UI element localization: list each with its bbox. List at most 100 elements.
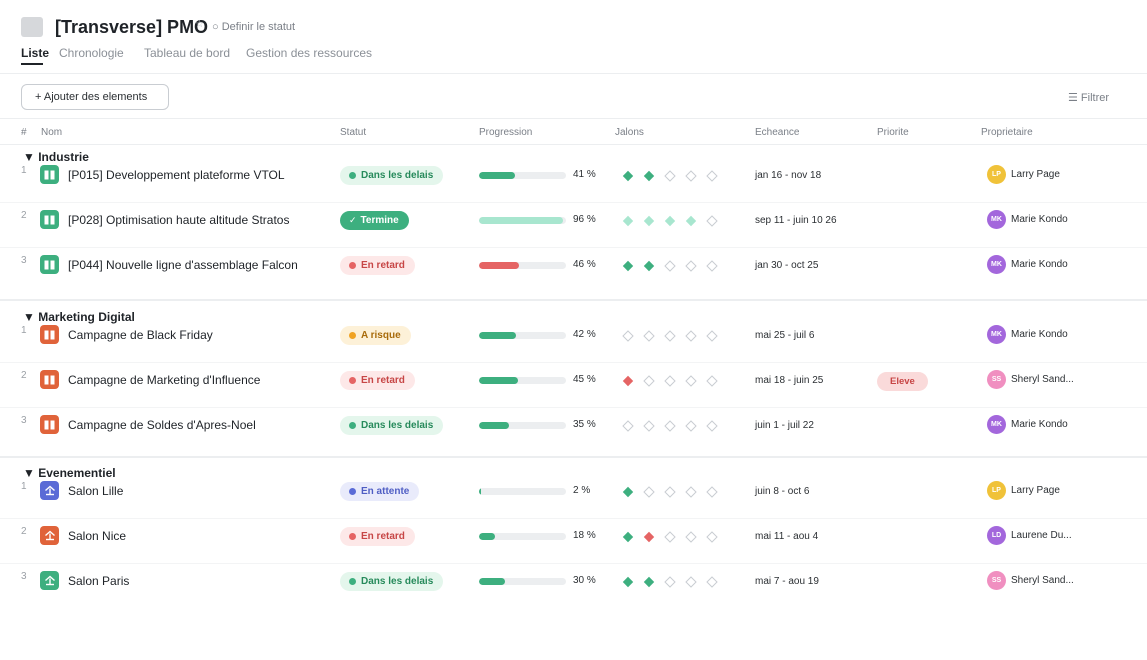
- milestone-empty-diamond-icon[interactable]: [664, 374, 676, 387]
- status-badge[interactable]: En retard: [340, 371, 415, 390]
- owner[interactable]: MK Marie Kondo: [987, 325, 1068, 344]
- table-row[interactable]: 2 Campagne de Marketing d'Influence En ret…: [0, 363, 1147, 408]
- milestone-empty-diamond-icon[interactable]: [664, 530, 676, 543]
- group-header[interactable]: ▼ Marketing Digital: [23, 310, 135, 324]
- milestone-diamond-icon[interactable]: [643, 575, 655, 588]
- status-badge[interactable]: En attente: [340, 482, 420, 501]
- milestone-diamond-icon[interactable]: [622, 259, 634, 272]
- status-badge[interactable]: ✓ Termine: [340, 211, 409, 230]
- table-row[interactable]: 2 [P028] Optimisation haute altitude Stra…: [0, 203, 1147, 248]
- row-name[interactable]: [P044] Nouvelle ligne d'assemblage Falco…: [68, 258, 298, 272]
- row-name[interactable]: Salon Nice: [68, 529, 127, 543]
- owner[interactable]: LP Larry Page: [987, 481, 1060, 500]
- milestone-diamond-icon[interactable]: [622, 485, 634, 498]
- col-header-milestones[interactable]: Jalons: [615, 127, 644, 138]
- milestone-empty-diamond-icon[interactable]: [643, 374, 655, 387]
- milestone-diamond-icon[interactable]: [643, 530, 655, 543]
- milestone-empty-diamond-icon[interactable]: [664, 419, 676, 432]
- status-badge[interactable]: En retard: [340, 256, 415, 275]
- milestone-empty-diamond-icon[interactable]: [685, 169, 697, 182]
- owner[interactable]: MK Marie Kondo: [987, 415, 1068, 434]
- milestone-empty-diamond-icon[interactable]: [685, 374, 697, 387]
- milestone-empty-diamond-icon[interactable]: [706, 374, 718, 387]
- col-header-priority[interactable]: Priorite: [877, 127, 909, 138]
- milestone-empty-diamond-icon[interactable]: [706, 419, 718, 432]
- row-name[interactable]: Campagne de Black Friday: [68, 328, 213, 342]
- milestone-diamond-icon[interactable]: [622, 374, 634, 387]
- col-header-progress[interactable]: Progression: [479, 127, 533, 138]
- milestone-empty-diamond-icon[interactable]: [685, 575, 697, 588]
- milestone-empty-diamond-icon[interactable]: [685, 485, 697, 498]
- milestone-empty-diamond-icon[interactable]: [685, 530, 697, 543]
- col-header-owner[interactable]: Proprietaire: [981, 127, 1033, 138]
- filter-button[interactable]: ☰ Filtrer: [1068, 92, 1110, 104]
- milestone-empty-diamond-icon[interactable]: [664, 329, 676, 342]
- row-name[interactable]: Salon Paris: [68, 574, 130, 588]
- status-badge[interactable]: En retard: [340, 527, 415, 546]
- table-row[interactable]: 3 Salon Paris Dans les delais 30 % mai 7 - a…: [0, 564, 1147, 609]
- milestone-empty-diamond-icon[interactable]: [706, 485, 718, 498]
- col-header-deadline[interactable]: Echeance: [755, 127, 800, 138]
- milestone-empty-diamond-icon[interactable]: [664, 485, 676, 498]
- table-row[interactable]: 3 [P044] Nouvelle ligne d'assemblage Falc…: [0, 248, 1147, 293]
- row-name[interactable]: [P015] Developpement plateforme VTOL: [68, 168, 285, 182]
- set-status-link[interactable]: ○ Definir le statut: [212, 21, 296, 33]
- milestone-diamond-icon[interactable]: [622, 214, 634, 227]
- table-row[interactable]: 1 [P015] Developpement plateforme VTOL Dan…: [0, 158, 1147, 203]
- milestone-empty-diamond-icon[interactable]: [685, 259, 697, 272]
- owner[interactable]: LP Larry Page: [987, 165, 1060, 184]
- milestone-diamond-icon[interactable]: [685, 214, 697, 227]
- row-name[interactable]: Campagne de Soldes d'Apres-Noel: [68, 418, 256, 432]
- milestone-empty-diamond-icon[interactable]: [685, 329, 697, 342]
- table-row[interactable]: 1 Campagne de Black Friday A risque 42 % mai…: [0, 318, 1147, 363]
- status-badge[interactable]: Dans les delais: [340, 166, 444, 185]
- milestone-empty-diamond-icon[interactable]: [706, 214, 718, 227]
- owner[interactable]: MK Marie Kondo: [987, 210, 1068, 229]
- milestone-empty-diamond-icon[interactable]: [643, 329, 655, 342]
- owner[interactable]: LD Laurene Du...: [987, 526, 1072, 545]
- milestone-empty-diamond-icon[interactable]: [685, 419, 697, 432]
- tab-liste[interactable]: Liste: [21, 46, 50, 60]
- milestone-diamond-icon[interactable]: [643, 259, 655, 272]
- milestone-diamond-icon[interactable]: [622, 169, 634, 182]
- row-name[interactable]: Salon Lille: [68, 484, 124, 498]
- status-badge[interactable]: Dans les delais: [340, 572, 444, 591]
- status-badge[interactable]: A risque: [340, 326, 411, 345]
- milestone-diamond-icon[interactable]: [622, 575, 634, 588]
- milestone-empty-diamond-icon[interactable]: [706, 575, 718, 588]
- status-badge[interactable]: Dans les delais: [340, 416, 444, 435]
- group-header[interactable]: ▼ Industrie: [23, 150, 89, 164]
- milestone-empty-diamond-icon[interactable]: [706, 259, 718, 272]
- milestone-empty-diamond-icon[interactable]: [622, 419, 634, 432]
- tab-chronologie[interactable]: Chronologie: [59, 46, 124, 60]
- owner[interactable]: MK Marie Kondo: [987, 255, 1068, 274]
- milestone-empty-diamond-icon[interactable]: [643, 485, 655, 498]
- milestone-empty-diamond-icon[interactable]: [706, 329, 718, 342]
- priority-badge[interactable]: Eleve: [877, 372, 928, 391]
- milestone-diamond-icon[interactable]: [643, 214, 655, 227]
- row-name[interactable]: [P028] Optimisation haute altitude Strat…: [68, 213, 290, 227]
- group-header[interactable]: ▼ Evenementiel: [23, 466, 116, 480]
- milestone-empty-diamond-icon[interactable]: [664, 575, 676, 588]
- favorite-star-icon[interactable]: ☆: [195, 19, 204, 30]
- tab-tableau-de-bord[interactable]: Tableau de bord: [144, 46, 231, 60]
- row-name[interactable]: Campagne de Marketing d'Influence: [68, 373, 261, 387]
- milestone-empty-diamond-icon[interactable]: [622, 329, 634, 342]
- milestone-diamond-icon[interactable]: [643, 169, 655, 182]
- table-row[interactable]: 2 Salon Nice En retard 18 % mai 11 - aou 4 LD…: [0, 519, 1147, 564]
- milestone-empty-diamond-icon[interactable]: [664, 259, 676, 272]
- owner[interactable]: SS Sheryl Sand...: [987, 571, 1074, 590]
- milestone-diamond-icon[interactable]: [622, 530, 634, 543]
- col-header-name[interactable]: Nom: [41, 127, 63, 138]
- milestone-empty-diamond-icon[interactable]: [706, 530, 718, 543]
- milestone-diamond-icon[interactable]: [664, 214, 676, 227]
- table-row[interactable]: 3 Campagne de Soldes d'Apres-Noel Dans les…: [0, 408, 1147, 453]
- add-items-button[interactable]: + Ajouter des elements: [21, 84, 169, 110]
- table-row[interactable]: 1 Salon Lille En attente 2 % juin 8 - oct 6 L…: [0, 474, 1147, 519]
- col-header-status[interactable]: Statut: [340, 127, 367, 138]
- milestone-empty-diamond-icon[interactable]: [664, 169, 676, 182]
- milestone-empty-diamond-icon[interactable]: [706, 169, 718, 182]
- owner[interactable]: SS Sheryl Sand...: [987, 370, 1074, 389]
- milestone-empty-diamond-icon[interactable]: [643, 419, 655, 432]
- tab-gestion-des-ressources[interactable]: Gestion des ressources: [246, 46, 373, 60]
